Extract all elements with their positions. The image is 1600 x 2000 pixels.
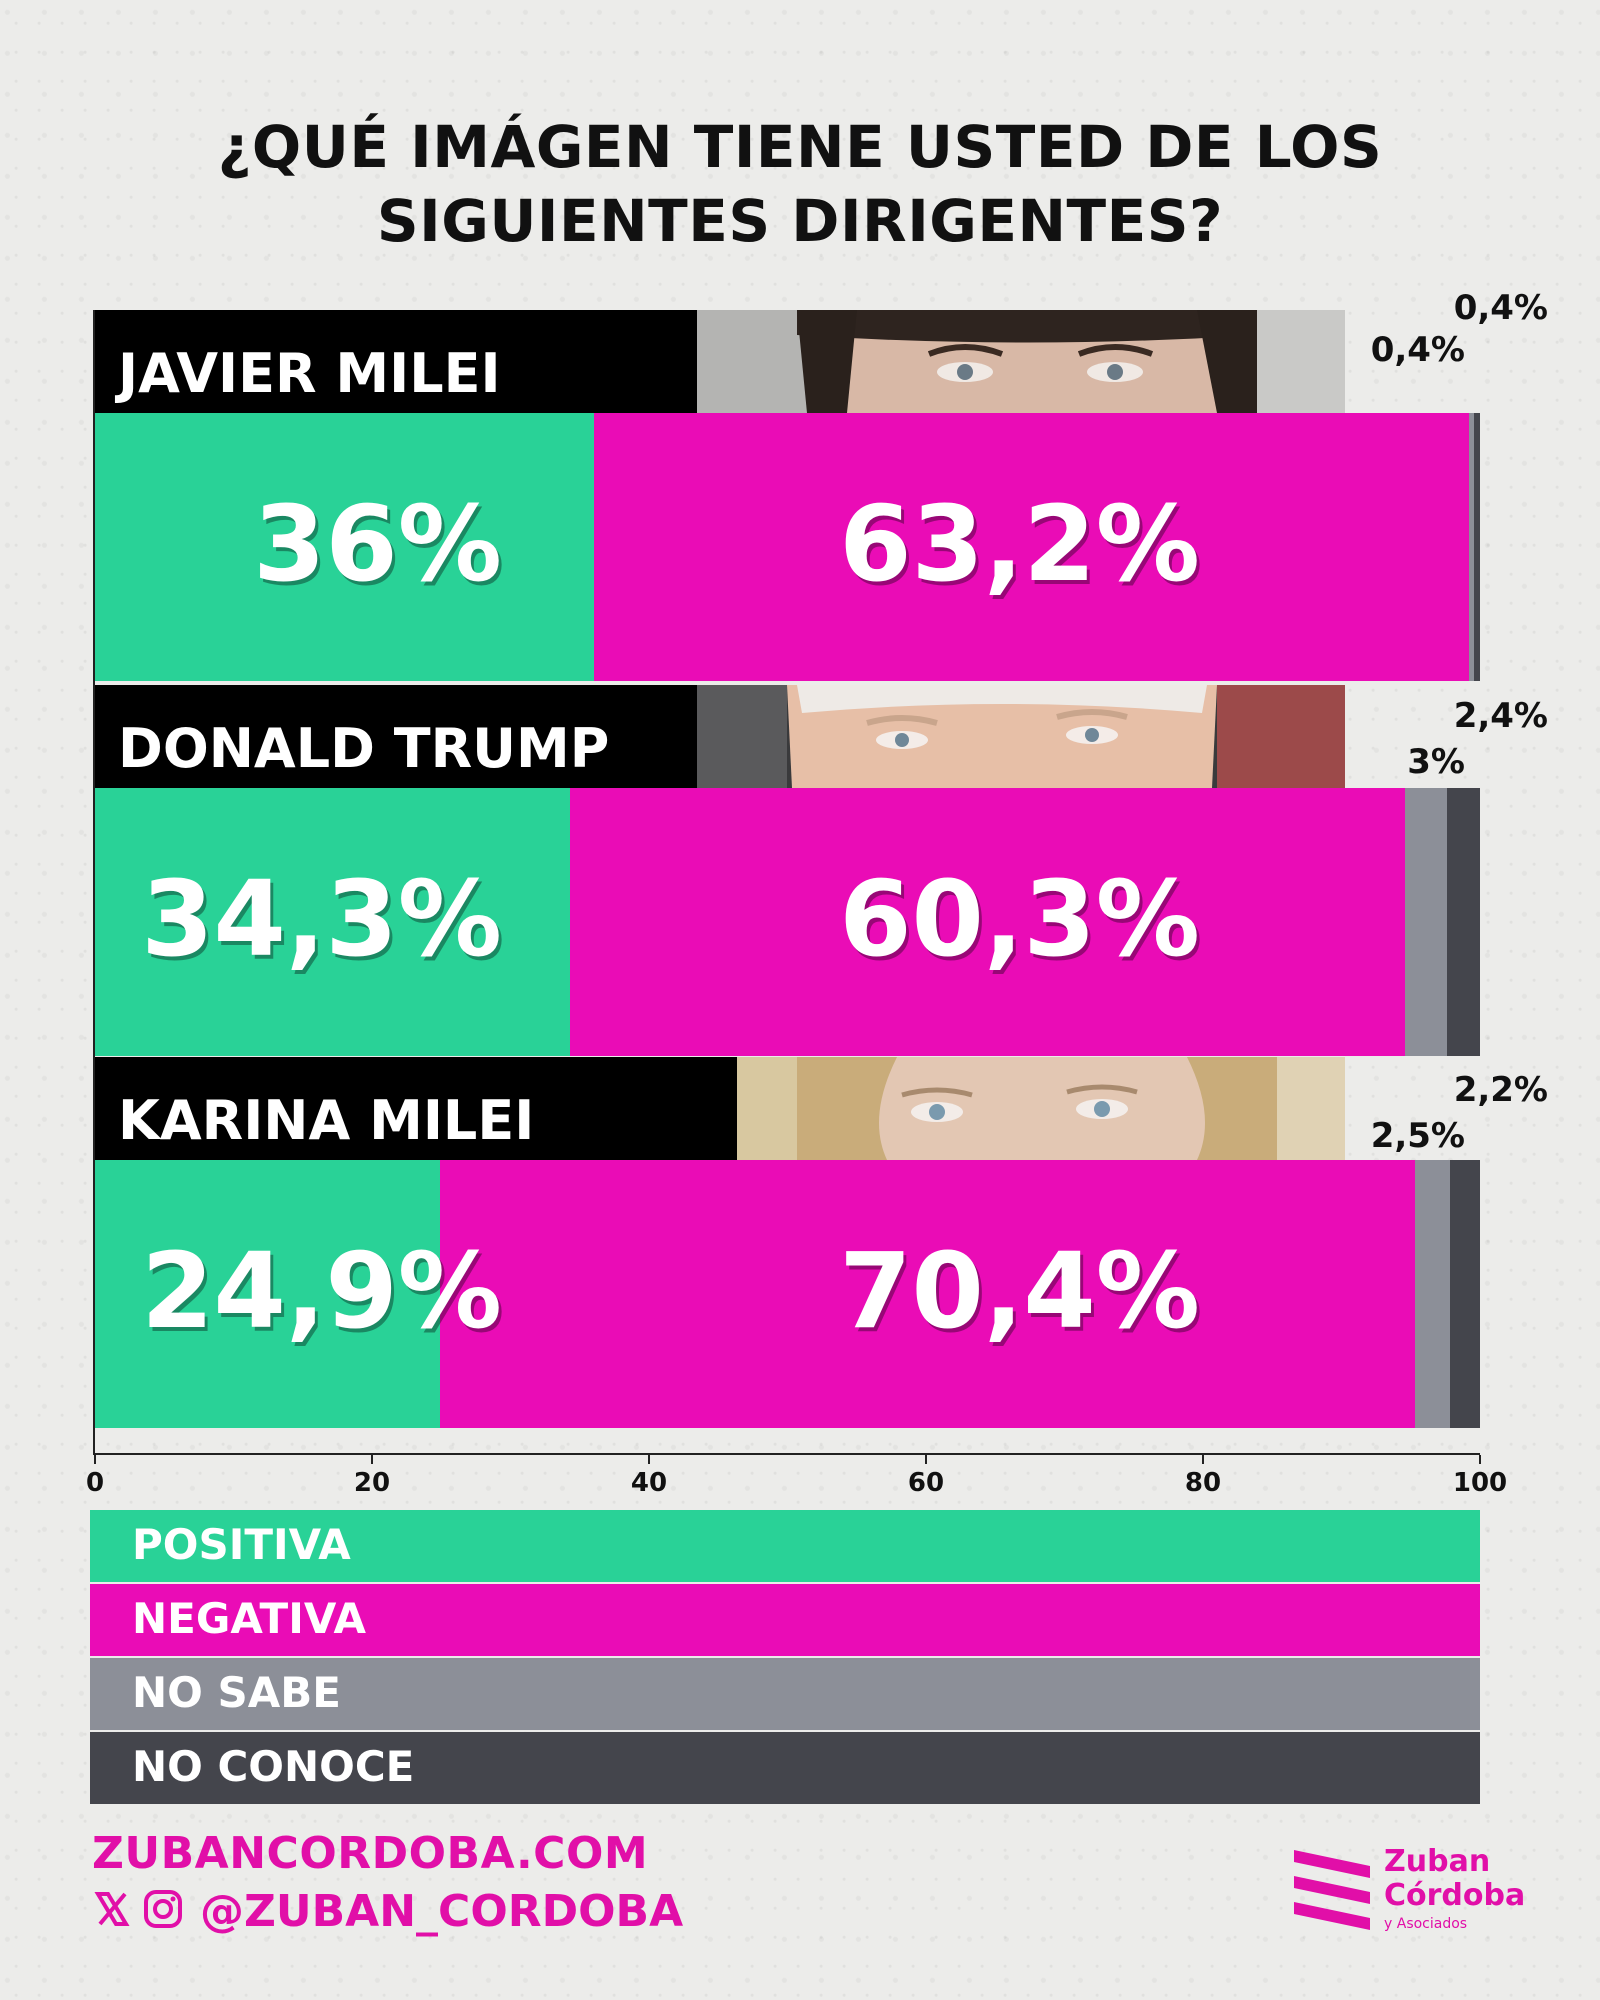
zuban-cordoba-logo: Zuban Córdoba y Asociados (1292, 1840, 1526, 1940)
face-photo-karina-milei (737, 1057, 1345, 1160)
legend-positiva: POSITIVA (90, 1510, 1480, 1582)
bar-no-conoce (1446, 788, 1480, 1056)
logo-line1: Zuban (1384, 1844, 1491, 1879)
x-tick-label: 60 (907, 1468, 945, 1498)
category-label: DONALD TRUMP (118, 717, 610, 780)
bar-no-sabe (1405, 788, 1447, 1056)
data-label-positiva: 34,3% (141, 858, 502, 980)
stacked-bar (95, 413, 1480, 681)
instagram-icon[interactable] (142, 1888, 184, 1934)
face-photo-javier-milei (697, 310, 1345, 413)
y-axis-line (93, 310, 95, 1455)
category-label: JAVIER MILEI (118, 342, 501, 405)
bar-positiva (95, 788, 571, 1056)
stacked-bar (95, 1160, 1480, 1428)
category-label: KARINA MILEI (118, 1089, 535, 1152)
data-label-no-sabe: 2,5% (1370, 1116, 1465, 1156)
data-label-no-sabe: 0,4% (1370, 330, 1465, 370)
data-label-no-sabe: 3% (1407, 742, 1465, 782)
logo-line3: y Asociados (1384, 1916, 1468, 1932)
data-label-negativa: 70,4% (839, 1230, 1200, 1352)
data-label-negativa: 63,2% (839, 483, 1200, 605)
data-label-no-conoce: 2,2% (1453, 1070, 1548, 1110)
logo-line2: Córdoba (1384, 1878, 1526, 1913)
x-icon[interactable] (92, 1889, 132, 1933)
x-tick-label: 80 (1184, 1468, 1222, 1498)
name-bar: DONALD TRUMP (93, 685, 698, 788)
social-row: @ZUBAN_CORDOBA (92, 1884, 683, 1938)
x-tick-mark (1479, 1455, 1481, 1464)
x-tick-mark (648, 1455, 650, 1464)
data-label-positiva: 24,9% (141, 1230, 502, 1352)
logo-mark-icon (1294, 1850, 1370, 1930)
data-label-no-conoce: 0,4% (1453, 288, 1548, 328)
legend-no-conoce: NO CONOCE (90, 1732, 1480, 1804)
bar-no-sabe (1414, 1160, 1450, 1428)
social-handle[interactable]: @ZUBAN_CORDOBA (200, 1885, 684, 1937)
x-tick-label: 100 (1452, 1468, 1508, 1498)
legend-label: POSITIVA (132, 1520, 351, 1569)
legend-no-sabe: NO SABE (90, 1658, 1480, 1730)
face-photo-donald-trump (697, 685, 1345, 788)
name-bar: KARINA MILEI (93, 1057, 738, 1160)
data-label-negativa: 60,3% (839, 858, 1200, 980)
x-tick-mark (925, 1455, 927, 1464)
name-bar: JAVIER MILEI (93, 310, 698, 413)
bar-positiva (95, 413, 594, 681)
x-tick-mark (371, 1455, 373, 1464)
x-axis-line (93, 1453, 1480, 1455)
x-tick-mark (1202, 1455, 1204, 1464)
bar-no-sabe (1468, 413, 1475, 681)
bar-negativa (593, 413, 1469, 681)
data-label-no-conoce: 2,4% (1453, 696, 1548, 736)
x-tick-label: 20 (353, 1468, 391, 1498)
legend-negativa: NEGATIVA (90, 1584, 1480, 1656)
bar-no-conoce (1474, 413, 1480, 681)
legend-label: NEGATIVA (132, 1594, 366, 1643)
bar-negativa (570, 788, 1406, 1056)
bar-negativa (439, 1160, 1415, 1428)
x-tick-mark (94, 1455, 96, 1464)
chart-title: ¿QUÉ IMÁGEN TIENE USTED DE LOS SIGUIENTE… (217, 113, 1383, 255)
x-tick-label: 0 (85, 1468, 105, 1498)
bar-no-conoce (1449, 1160, 1480, 1428)
legend-label: NO CONOCE (132, 1742, 415, 1791)
data-label-positiva: 36% (253, 483, 502, 605)
legend-label: NO SABE (132, 1668, 341, 1717)
bar-positiva (95, 1160, 440, 1428)
x-tick-label: 40 (630, 1468, 668, 1498)
website-link[interactable]: ZUBANCORDOBA.COM (92, 1828, 649, 1879)
stacked-bar (95, 788, 1480, 1056)
